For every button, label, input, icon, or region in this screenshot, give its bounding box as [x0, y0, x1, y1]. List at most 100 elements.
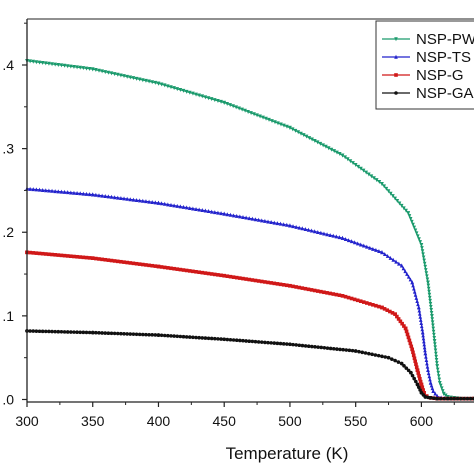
curve-marker: [266, 280, 270, 285]
curve-marker: [69, 330, 73, 334]
curve-marker: [334, 292, 339, 297]
curve-marker: [94, 330, 98, 335]
curve-marker: [125, 196, 129, 201]
curve-marker: [134, 261, 139, 266]
y-tick-label: .3: [2, 141, 14, 157]
curve-marker: [418, 379, 423, 384]
curve-marker: [144, 332, 148, 337]
curve-marker: [59, 329, 64, 334]
curve-marker: [428, 301, 433, 306]
curve-marker: [390, 311, 395, 315]
curve-marker: [395, 314, 399, 319]
curve-marker: [335, 347, 339, 351]
curve-marker: [340, 153, 345, 158]
curve-marker: [225, 274, 230, 279]
curve-marker: [178, 204, 183, 209]
curve-marker: [219, 99, 223, 104]
curve-marker: [144, 78, 148, 83]
curve-marker: [419, 242, 424, 247]
curve-marker: [400, 321, 404, 326]
curve-marker: [430, 314, 434, 319]
curve-marker: [288, 283, 292, 288]
curve-marker: [423, 351, 428, 356]
curve-marker: [322, 231, 326, 236]
curve-marker: [65, 190, 70, 195]
curve-marker: [306, 344, 311, 349]
curve-marker: [288, 342, 292, 347]
curve-marker: [316, 345, 320, 349]
curve-marker: [178, 334, 183, 339]
curve-marker: [147, 263, 151, 268]
curve-marker: [62, 63, 67, 68]
curve-marker: [368, 302, 372, 306]
curve-marker: [402, 364, 406, 368]
curve-marker: [331, 346, 336, 351]
curve-marker: [417, 308, 422, 313]
curve-marker: [194, 206, 198, 211]
curve-marker: [319, 289, 323, 294]
curve-marker: [187, 335, 192, 339]
curve-marker: [109, 194, 114, 199]
curve-marker: [206, 271, 211, 276]
curve-marker: [153, 333, 158, 337]
curve-marker: [291, 224, 295, 229]
curve-marker: [269, 281, 273, 285]
curve-marker: [432, 396, 436, 401]
curve-marker: [377, 304, 381, 309]
curve-marker: [206, 336, 211, 341]
curve-marker: [361, 300, 366, 304]
curve-marker: [382, 184, 386, 189]
curve-marker: [228, 274, 233, 279]
curve-marker: [109, 331, 114, 336]
curve-marker: [62, 189, 67, 194]
x-tick-label: 600: [410, 413, 434, 429]
curve-marker: [402, 324, 406, 328]
curve-marker: [103, 257, 108, 262]
curve-marker: [282, 123, 286, 128]
curve-marker: [243, 108, 247, 113]
curve-marker: [351, 161, 355, 166]
curve-marker: [418, 240, 423, 245]
curve-marker: [459, 396, 463, 401]
curve-marker: [329, 147, 334, 152]
curve-marker: [418, 376, 422, 381]
curve-marker: [69, 254, 73, 259]
curve-marker: [422, 342, 427, 347]
curve-marker: [343, 236, 348, 241]
curve-marker: [100, 193, 104, 198]
curve-marker: [341, 347, 345, 352]
curve-marker: [156, 81, 161, 86]
curve-marker: [272, 220, 277, 225]
curve-marker: [299, 131, 303, 136]
curve-marker: [303, 227, 308, 232]
curve-marker: [141, 332, 145, 337]
curve-marker: [100, 69, 104, 74]
curve-marker: [34, 60, 39, 65]
curve-marker: [412, 225, 417, 230]
curve-marker: [281, 283, 286, 287]
curve-marker: [438, 396, 443, 401]
curve-marker: [443, 393, 448, 398]
curve-marker: [56, 62, 61, 67]
curve-marker: [427, 374, 432, 379]
curve-marker: [47, 252, 51, 257]
curve-marker: [422, 261, 427, 266]
curve-marker: [438, 380, 442, 385]
curve-marker: [321, 143, 325, 148]
curve-marker: [72, 254, 76, 259]
curve-marker: [115, 331, 120, 336]
curve-marker: [50, 329, 54, 334]
curve-marker: [422, 339, 426, 344]
curve-marker: [395, 199, 400, 204]
curve-marker: [425, 361, 429, 366]
curve-marker: [84, 191, 89, 196]
legend-item-nsp-ga: NSP-GA: [382, 85, 474, 102]
curve-marker: [53, 62, 57, 67]
curve-marker: [422, 391, 426, 395]
curve-marker: [303, 286, 308, 291]
curve-marker: [250, 278, 255, 282]
curve-marker: [209, 336, 214, 341]
x-tick-label: 450: [213, 413, 237, 429]
legend-item-nsp-pw: NSP-PW: [382, 31, 474, 48]
curve-marker: [394, 259, 398, 264]
